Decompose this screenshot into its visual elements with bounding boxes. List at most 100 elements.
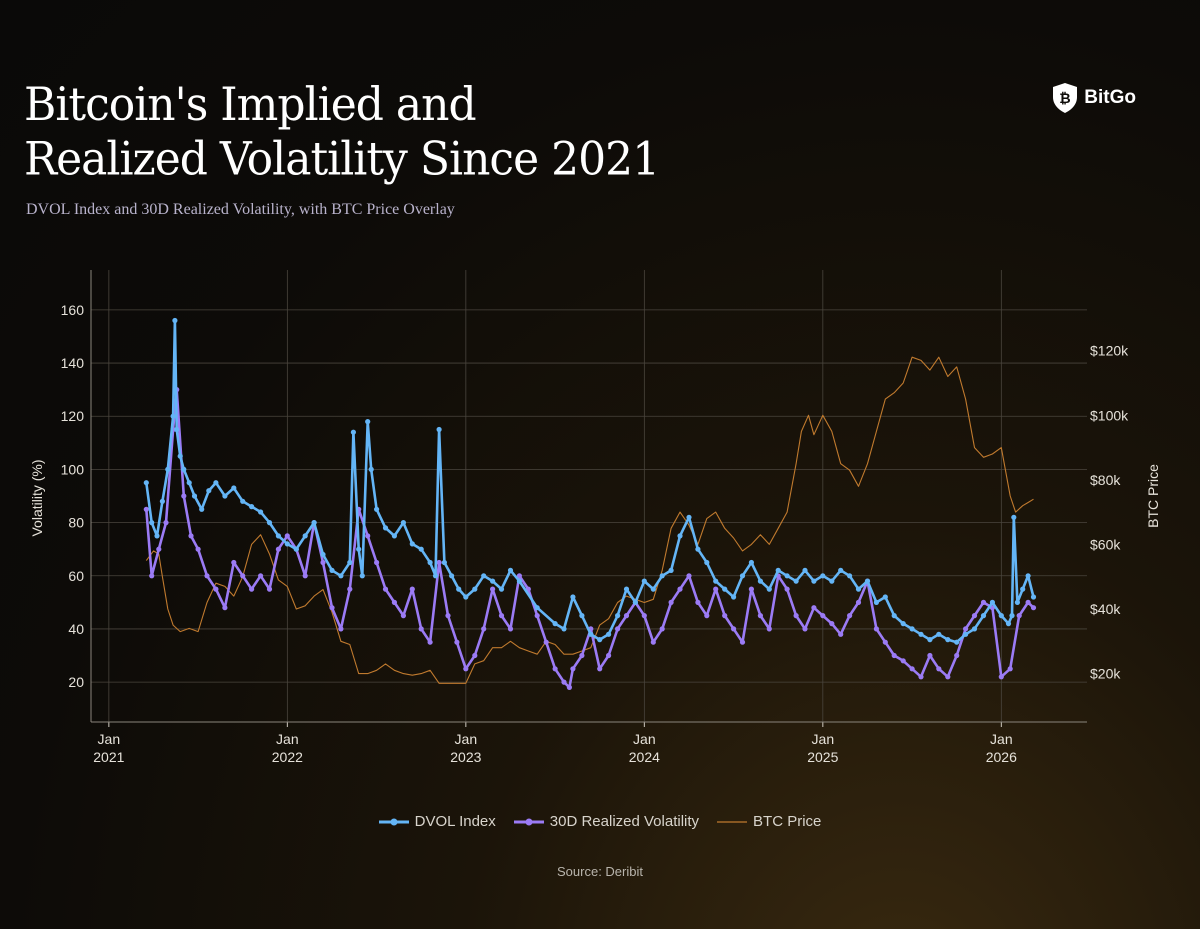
dvol-point bbox=[936, 631, 942, 637]
dvol-point bbox=[909, 626, 915, 632]
dvol-point bbox=[347, 559, 353, 566]
dvol-point bbox=[597, 637, 603, 643]
x-tick-label-month: Jan bbox=[990, 731, 1013, 747]
btc-price-series bbox=[145, 356, 1034, 684]
dvol-point bbox=[1011, 514, 1017, 520]
dvol-point bbox=[463, 594, 469, 600]
realized-vol-point bbox=[891, 652, 897, 659]
realized-vol-point bbox=[463, 666, 469, 672]
x-tick-label-month: Jan bbox=[455, 731, 478, 747]
y-tick-label: 60 bbox=[68, 568, 84, 584]
dvol-point bbox=[900, 621, 906, 627]
realized-vol-point bbox=[329, 605, 335, 611]
realized-vol-point bbox=[927, 652, 933, 659]
realized-vol-point bbox=[731, 626, 737, 632]
realized-vol-point bbox=[365, 533, 371, 539]
dvol-point bbox=[882, 594, 888, 600]
y-tick-label: 160 bbox=[61, 302, 85, 318]
realized-vol-point bbox=[722, 613, 728, 619]
chart-title: Bitcoin's Implied and Realized Volatilit… bbox=[24, 78, 660, 187]
realized-vol-point bbox=[454, 639, 460, 645]
tick-labels: 20 40 60 80 100 120 140 160 Jan 2021 Jan 2022 Jan 202… bbox=[29, 302, 1161, 765]
realized-vol-point bbox=[971, 613, 978, 619]
realized-vol-point bbox=[163, 520, 169, 526]
dvol-point bbox=[498, 586, 505, 592]
dvol-point bbox=[302, 533, 308, 539]
legend-dvol-label: DVOL Index bbox=[414, 813, 496, 830]
realized-vol-point bbox=[945, 674, 951, 680]
legend-btc-label: BTC Price bbox=[753, 813, 822, 830]
dvol-point bbox=[1025, 573, 1031, 579]
y-tick-label: 40 bbox=[68, 621, 84, 637]
realized-vol-line bbox=[145, 388, 1035, 689]
y2-tick-label: $100k bbox=[1090, 407, 1129, 423]
realized-vol-point bbox=[838, 631, 844, 637]
realized-vol-point bbox=[382, 586, 389, 592]
realized-vol-point bbox=[686, 573, 692, 579]
shield-bitcoin-icon: ₿ bbox=[1053, 83, 1078, 113]
dvol-point bbox=[222, 493, 228, 499]
y-axis-title: Volatility (%) bbox=[29, 459, 45, 536]
dvol-point bbox=[186, 480, 192, 486]
realized-vol-point bbox=[418, 626, 424, 632]
dvol-point bbox=[757, 578, 764, 584]
realized-vol-point bbox=[374, 559, 380, 566]
realized-vol-point bbox=[900, 658, 906, 664]
dvol-point bbox=[677, 533, 683, 539]
dvol-point bbox=[918, 631, 924, 637]
realized-vol-point bbox=[213, 586, 219, 592]
source-note: Source: Deribit bbox=[557, 864, 643, 879]
dvol-point bbox=[441, 559, 447, 566]
chart-subtitle: DVOL Index and 30D Realized Volatility, … bbox=[26, 201, 455, 218]
legend-item-btc[interactable]: BTC Price bbox=[717, 813, 821, 830]
realized-vol-point bbox=[766, 626, 772, 632]
y2-axis-title: BTC Price bbox=[1145, 464, 1161, 528]
dvol-point bbox=[561, 626, 567, 632]
dvol-point bbox=[516, 578, 523, 584]
realized-vol-point bbox=[472, 652, 478, 659]
realized-vol-point bbox=[873, 626, 880, 632]
dvol-point bbox=[338, 573, 344, 579]
dvol-point bbox=[350, 429, 356, 435]
dvol-point bbox=[154, 533, 160, 539]
dvol-point bbox=[143, 480, 149, 486]
realized-vol-series bbox=[143, 387, 1037, 691]
realized-vol-point bbox=[936, 666, 942, 672]
legend-realized-label: 30D Realized Volatility bbox=[549, 813, 700, 830]
realized-vol-point bbox=[338, 626, 344, 632]
legend-item-realized[interactable]: 30D Realized Volatility bbox=[513, 813, 700, 830]
dvol-point bbox=[507, 567, 514, 574]
dvol-point bbox=[588, 631, 594, 637]
realized-vol-point bbox=[668, 599, 674, 606]
realized-vol-point bbox=[998, 674, 1004, 680]
realized-vol-point bbox=[188, 533, 194, 539]
y2-tick-label: $60k bbox=[1090, 536, 1121, 552]
dvol-point bbox=[873, 599, 880, 606]
realized-vol-point bbox=[258, 573, 264, 579]
y2-tick-label: $20k bbox=[1090, 666, 1121, 682]
realized-vol-point bbox=[1007, 666, 1013, 672]
dvol-point bbox=[170, 413, 176, 419]
dvol-point bbox=[820, 573, 826, 579]
dvol-point bbox=[456, 586, 462, 592]
dvol-point bbox=[739, 573, 746, 579]
legend-item-dvol[interactable]: DVOL Index bbox=[378, 813, 496, 830]
realized-vol-point bbox=[855, 599, 862, 606]
dvol-point bbox=[391, 533, 397, 539]
dvol-point bbox=[606, 631, 612, 637]
realized-vol-point bbox=[597, 666, 603, 672]
dvol-point bbox=[668, 567, 674, 574]
realized-vol-point bbox=[650, 639, 656, 645]
dvol-point bbox=[784, 573, 790, 579]
dvol-point bbox=[472, 586, 478, 592]
x-tick-label-month: Jan bbox=[812, 731, 835, 747]
realized-vol-point bbox=[954, 652, 960, 659]
y-tick-label: 20 bbox=[68, 674, 84, 690]
dvol-point bbox=[382, 525, 389, 531]
realized-vol-point bbox=[181, 493, 187, 499]
realized-vol-point bbox=[793, 613, 799, 619]
realized-vol-point bbox=[231, 559, 237, 566]
dvol-point bbox=[891, 613, 897, 619]
realized-vol-point bbox=[659, 626, 665, 632]
dvol-point bbox=[172, 317, 178, 324]
